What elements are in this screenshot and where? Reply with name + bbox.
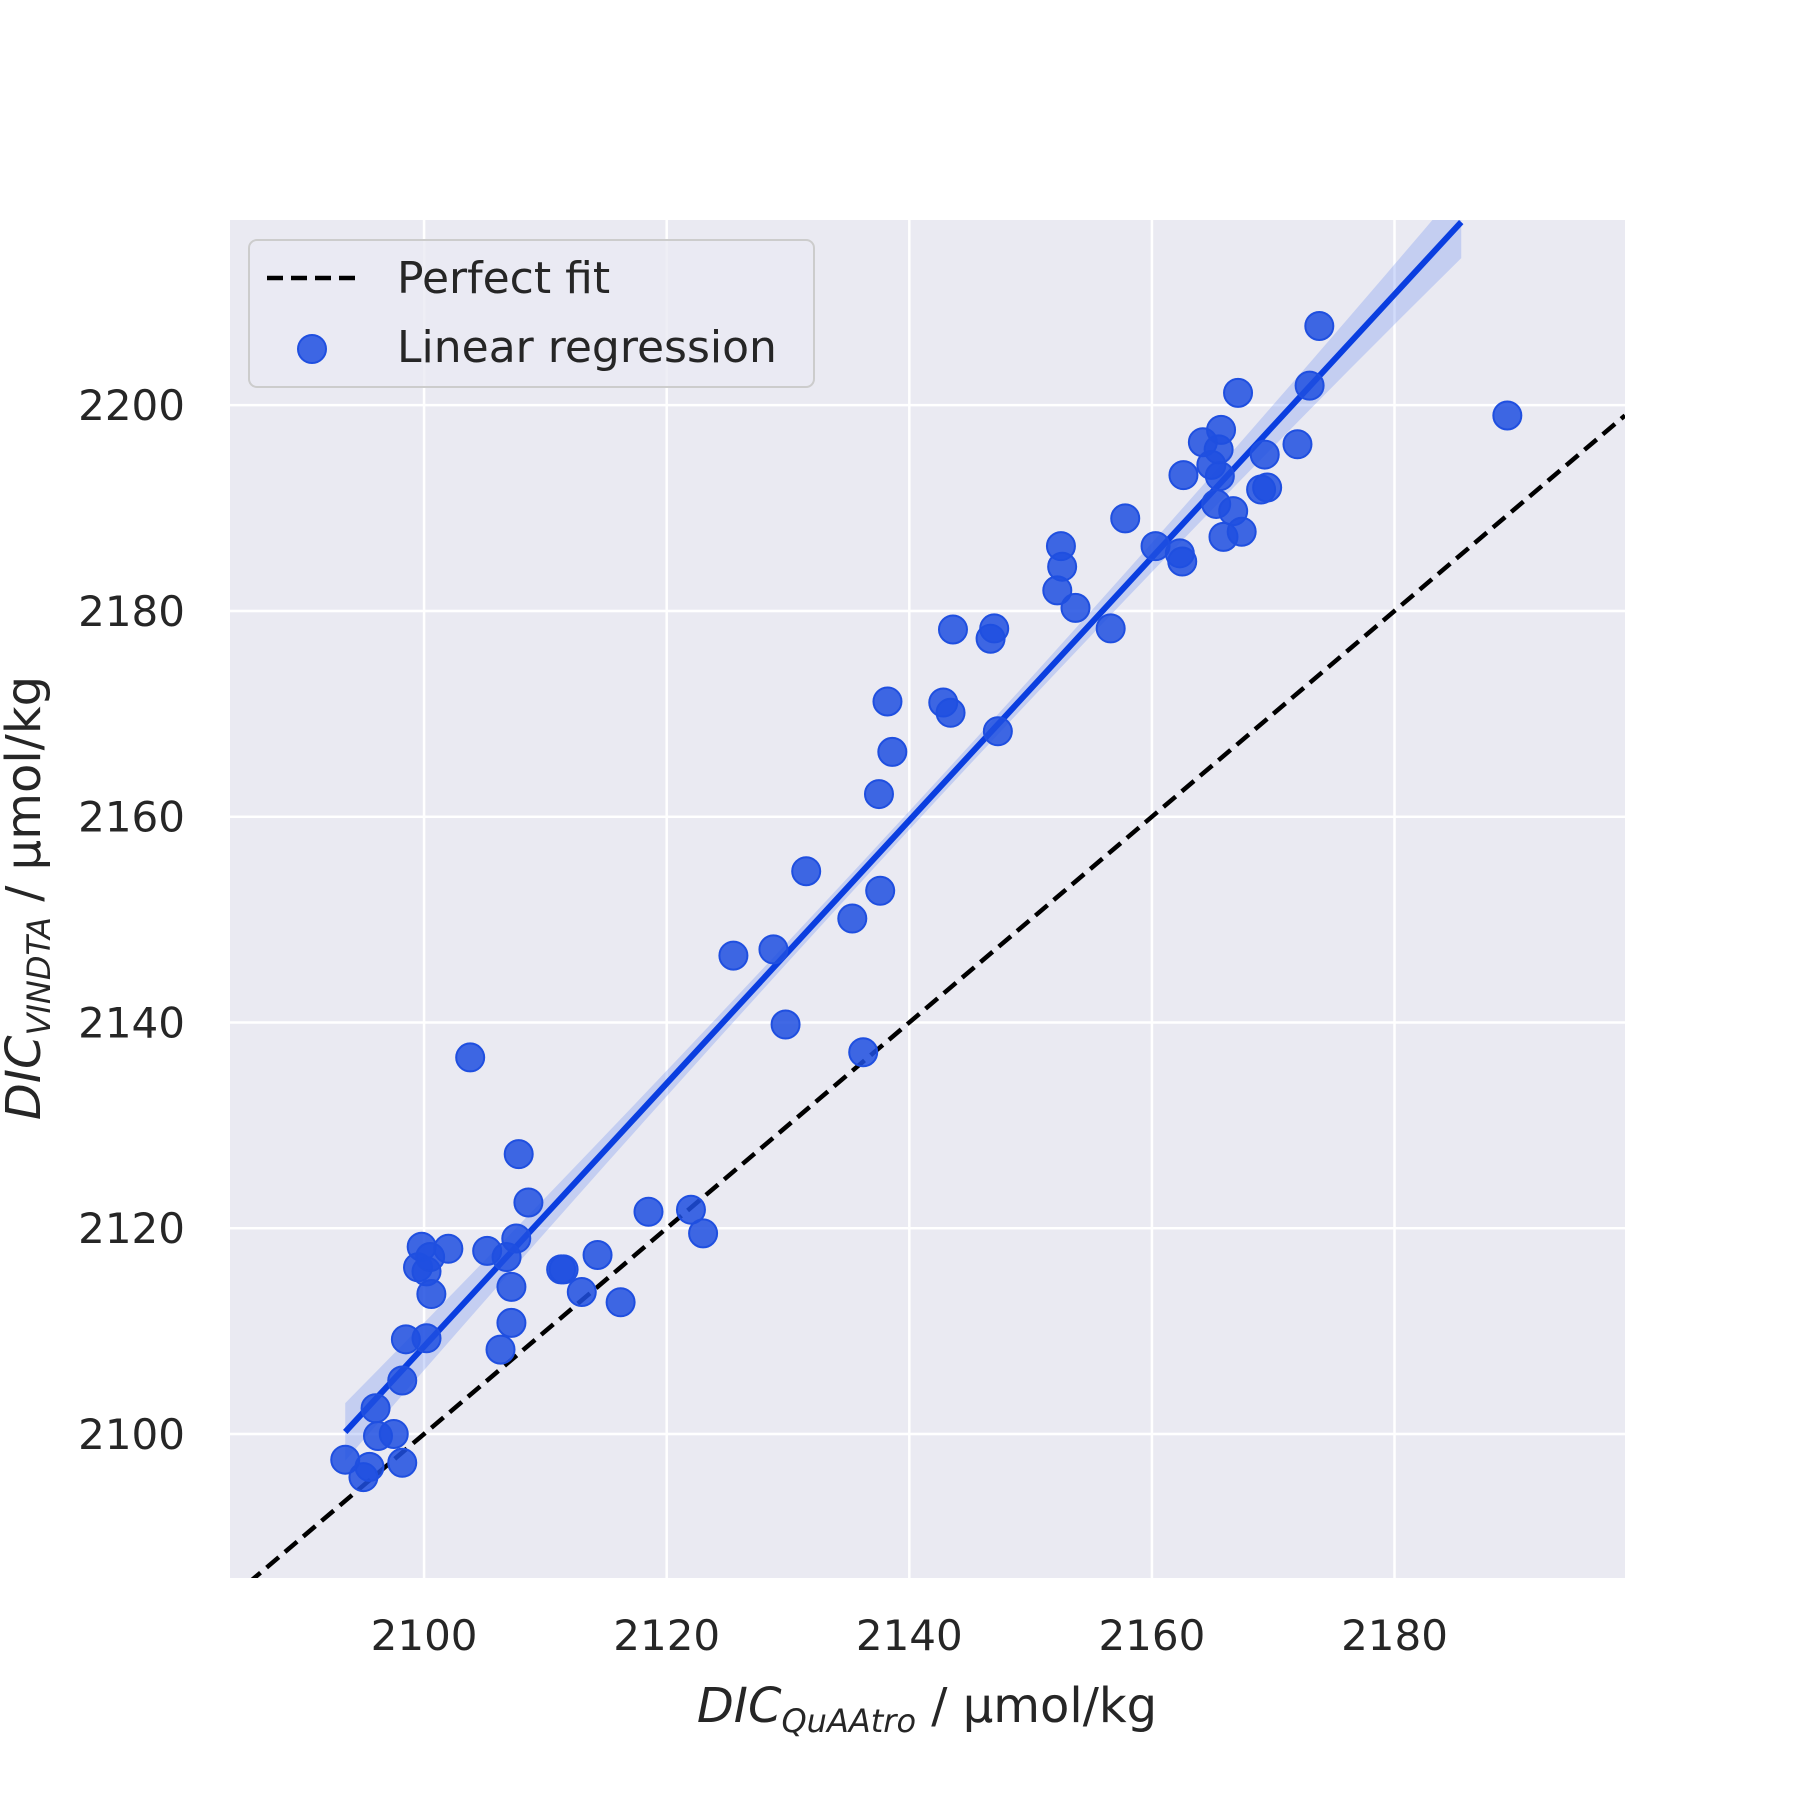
data-point: [770, 1009, 801, 1040]
data-point: [354, 1451, 385, 1482]
data-point: [503, 1139, 534, 1170]
data-point: [758, 934, 789, 965]
data-point: [1047, 551, 1078, 582]
x-tick-label: 2160: [1098, 1611, 1205, 1660]
data-point: [1223, 377, 1254, 408]
x-tick-labels: 2100 2120 2140 2160 2180: [371, 1611, 1448, 1660]
data-point: [387, 1447, 418, 1478]
x-tick-label: 2180: [1341, 1611, 1448, 1660]
data-point: [548, 1254, 579, 1285]
regression-line-layer: [343, 220, 1464, 1434]
data-point: [411, 1323, 442, 1354]
y-tick-label: 2200: [78, 381, 185, 430]
data-point: [1304, 310, 1335, 341]
data-point: [496, 1307, 527, 1338]
legend-box: [248, 239, 815, 388]
data-point: [1282, 429, 1313, 460]
data-point: [485, 1334, 516, 1365]
y-tick-label: 2140: [78, 998, 185, 1047]
legend: Perfect fit Linear regression: [248, 239, 815, 388]
x-tick-label: 2100: [371, 1611, 478, 1660]
legend-linear-regression-label: Linear regression: [397, 322, 777, 373]
confidence-band-layer: [345, 220, 1462, 1461]
data-point: [675, 1194, 706, 1225]
perfect-fit-line: [250, 413, 1625, 1578]
data-point: [496, 1271, 527, 1302]
data-point: [1206, 414, 1237, 445]
regression-line: [343, 220, 1464, 1434]
y-tick-labels: 2100 2120 2140 2160 2180 2200: [78, 381, 185, 1459]
legend-linear-regression-swatch: [297, 334, 327, 364]
legend-perfect-fit-label: Perfect fit: [397, 253, 610, 304]
data-point: [937, 614, 968, 645]
data-point: [979, 613, 1010, 644]
data-point: [1168, 460, 1199, 491]
y-tick-label: 2120: [78, 1204, 185, 1253]
data-point: [1204, 461, 1235, 492]
perfect-fit-layer: [250, 413, 1625, 1578]
data-point: [378, 1418, 409, 1449]
data-point: [718, 940, 749, 971]
plot-panel: [230, 220, 1625, 1578]
data-point: [1167, 546, 1198, 577]
data-point: [791, 856, 822, 887]
y-tick-label: 2160: [78, 793, 185, 842]
data-point: [863, 779, 894, 810]
data-point: [582, 1239, 613, 1270]
data-point: [1492, 400, 1523, 431]
x-axis-label: DICQuAAtro / µmol/kg: [697, 1678, 1157, 1740]
data-point: [848, 1037, 879, 1068]
x-tick-label: 2120: [613, 1611, 720, 1660]
data-point: [1226, 516, 1257, 547]
data-point: [416, 1279, 447, 1310]
data-point: [1110, 503, 1141, 534]
data-point: [387, 1365, 418, 1396]
data-point: [1252, 472, 1283, 503]
y-tick-label: 2100: [78, 1410, 185, 1459]
data-point: [455, 1042, 486, 1073]
data-point: [566, 1276, 597, 1307]
data-point: [513, 1187, 544, 1218]
data-point: [633, 1196, 664, 1227]
data-point: [360, 1393, 391, 1424]
data-point: [935, 697, 966, 728]
data-point: [865, 875, 896, 906]
data-point: [837, 903, 868, 934]
data-point: [877, 736, 908, 767]
confidence-band: [345, 220, 1462, 1461]
data-point: [501, 1223, 532, 1254]
scatter-points: [330, 310, 1523, 1493]
data-point: [872, 686, 903, 717]
y-axis-label: DICVINDTA / µmol/kg: [0, 676, 58, 1120]
data-point: [1095, 613, 1126, 644]
y-tick-label: 2180: [78, 587, 185, 636]
data-point: [433, 1233, 464, 1264]
data-point: [1294, 370, 1325, 401]
data-point: [982, 716, 1013, 747]
data-point: [688, 1218, 719, 1249]
data-point: [1249, 439, 1280, 470]
data-point: [605, 1287, 636, 1318]
x-tick-label: 2140: [856, 1611, 963, 1660]
data-point: [1060, 592, 1091, 623]
